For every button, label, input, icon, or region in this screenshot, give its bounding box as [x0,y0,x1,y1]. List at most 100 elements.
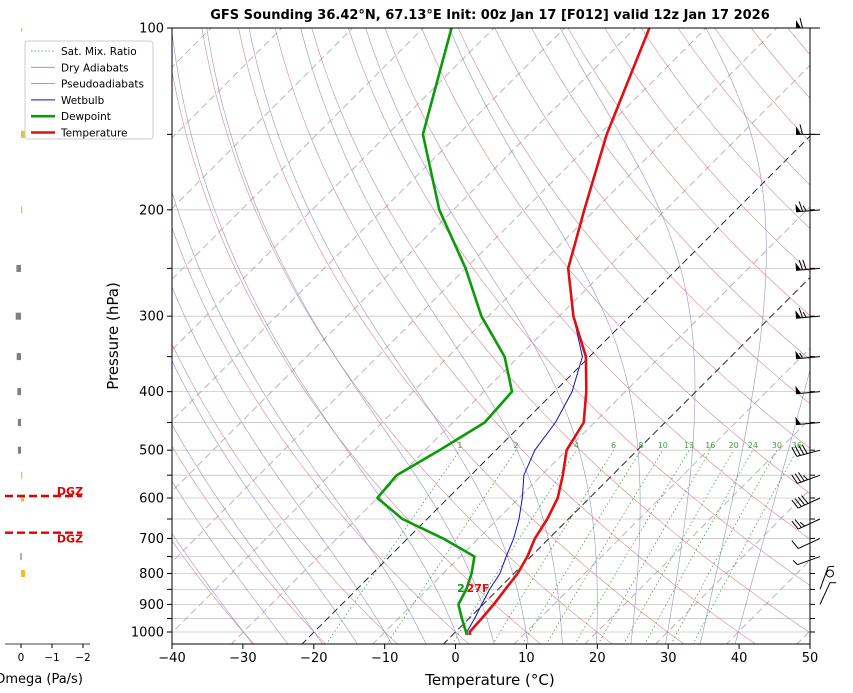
x-tick-label: −10 [371,651,398,666]
x-tick-label: −20 [300,651,327,666]
dry-adiabats [172,28,810,644]
y-tick-label: 200 [139,203,164,218]
dgz-label: DGZ [57,533,83,546]
x-tick-label: −30 [229,651,256,666]
mixing-ratio-label: 30 [772,441,782,450]
y-tick-label: 900 [139,598,164,613]
wind-barb [795,259,821,271]
isotherm-line [513,347,810,644]
omega-bar [21,130,26,138]
mixing-ratio-label: 24 [748,441,758,450]
y-axis-title: Pressure (hPa) [104,282,122,390]
mixing-ratio-labels: 1 2 4 6 8 10 13 16 20 24 30 36 [457,441,802,450]
dry-adiabat [531,28,810,360]
wind-barb [795,201,821,213]
mixing-ratio-label: 10 [658,441,668,450]
omega-bar [17,388,21,396]
surface-labels: 2 27F [457,582,489,595]
omega-bar [17,446,21,454]
dry-adiabat [457,28,810,449]
x-axis-title: Temperature (°C) [424,671,554,689]
y-tick-label: 500 [139,444,164,459]
dry-adiabat [750,28,810,99]
dry-adiabat [311,28,810,634]
legend-item: Dewpoint [31,111,111,123]
isotherm-line [172,28,353,210]
wind-barb [795,124,821,135]
mixing-ratio-lines [325,449,798,644]
omega-bar [15,312,21,320]
mixing-ratio-label: 6 [611,441,616,450]
pseudoadiabat [449,28,641,644]
pseudoadiabat [172,532,254,644]
wind-barb [791,472,821,484]
y-tick-label: 400 [139,385,164,400]
legend-label: Wetbulb [61,95,105,107]
pressure-axis: 100 200 300 400 500 600 700 800 900 1000 [131,22,815,641]
isotherm-line [372,206,810,644]
dry-adiabat [172,69,542,644]
surface-dewpoint-label: 2 [457,582,465,595]
dry-adiabat [677,28,810,186]
dgz-label: DGZ [57,485,83,498]
mixing-ratio-label: 1 [457,441,462,450]
wind-barb [791,518,821,530]
dry-adiabat [787,28,810,56]
y-tick-label: 100 [139,22,164,37]
isotherm-line [301,135,810,644]
legend-label: Pseudoadiabats [61,79,144,91]
legend: Sat. Mix. Ratio Dry Adiabats Pseudoadiabat… [24,40,154,140]
omega-ticks: 0 −1 −2 [5,643,91,664]
wind-barb [791,444,821,457]
dry-adiabat [172,226,470,644]
dry-adiabat [348,28,810,586]
y-tick-label: 1000 [131,626,164,641]
isotherm-line [230,64,810,644]
surface-temperature-label: 27F [467,582,490,595]
isotherm-line [172,28,636,492]
dry-adiabat [421,28,810,494]
pseudoadiabat [172,29,461,644]
pseudoadiabat [248,28,529,644]
isotherm-line [584,418,810,644]
reference-isotherm [301,135,810,644]
wetbulb-line [466,28,650,636]
wind-barb [791,495,821,509]
chart-title: GFS Sounding 36.42°N, 67.13°E Init: 00z … [210,8,770,23]
mixing-ratio-line [692,450,798,644]
legend-label: Dry Adiabats [61,62,129,74]
mixing-ratio-label: 8 [638,441,643,450]
omega-tick-label: 0 [18,652,25,664]
x-tick-label: 50 [802,651,819,666]
isotherm-line [172,28,424,280]
mixing-ratio-line [546,450,664,644]
legend-item: Sat. Mix. Ratio [31,46,137,58]
omega-tick-label: −1 [44,652,59,664]
mixing-ratio-line [522,450,642,644]
y-tick-label: 300 [139,310,164,325]
dry-adiabat [238,28,685,644]
omega-bar [21,471,23,479]
x-tick-label: 10 [518,651,535,666]
legend-item: Temperature [31,128,128,140]
y-tick-label: 800 [139,567,164,582]
mixing-ratio-label: 13 [684,441,694,450]
legend-label: Temperature [60,128,128,140]
legend-label: Sat. Mix. Ratio [61,46,137,58]
dry-adiabat [604,28,810,273]
isotherm-line [654,488,810,644]
omega-bar [21,570,25,577]
mixing-ratio-line [492,450,614,644]
legend-item: Dry Adiabats [31,62,129,74]
dry-adiabat [714,28,810,143]
dry-adiabat [567,28,810,316]
mixing-ratio-line [386,450,517,644]
x-tick-label: 0 [451,651,459,666]
mixing-ratio-line [597,450,711,644]
x-tick-label: 20 [589,651,606,666]
dewpoint-line [376,28,514,636]
profile-lines [376,28,651,636]
isotherm-line [172,28,283,139]
omega-bar [17,419,21,426]
